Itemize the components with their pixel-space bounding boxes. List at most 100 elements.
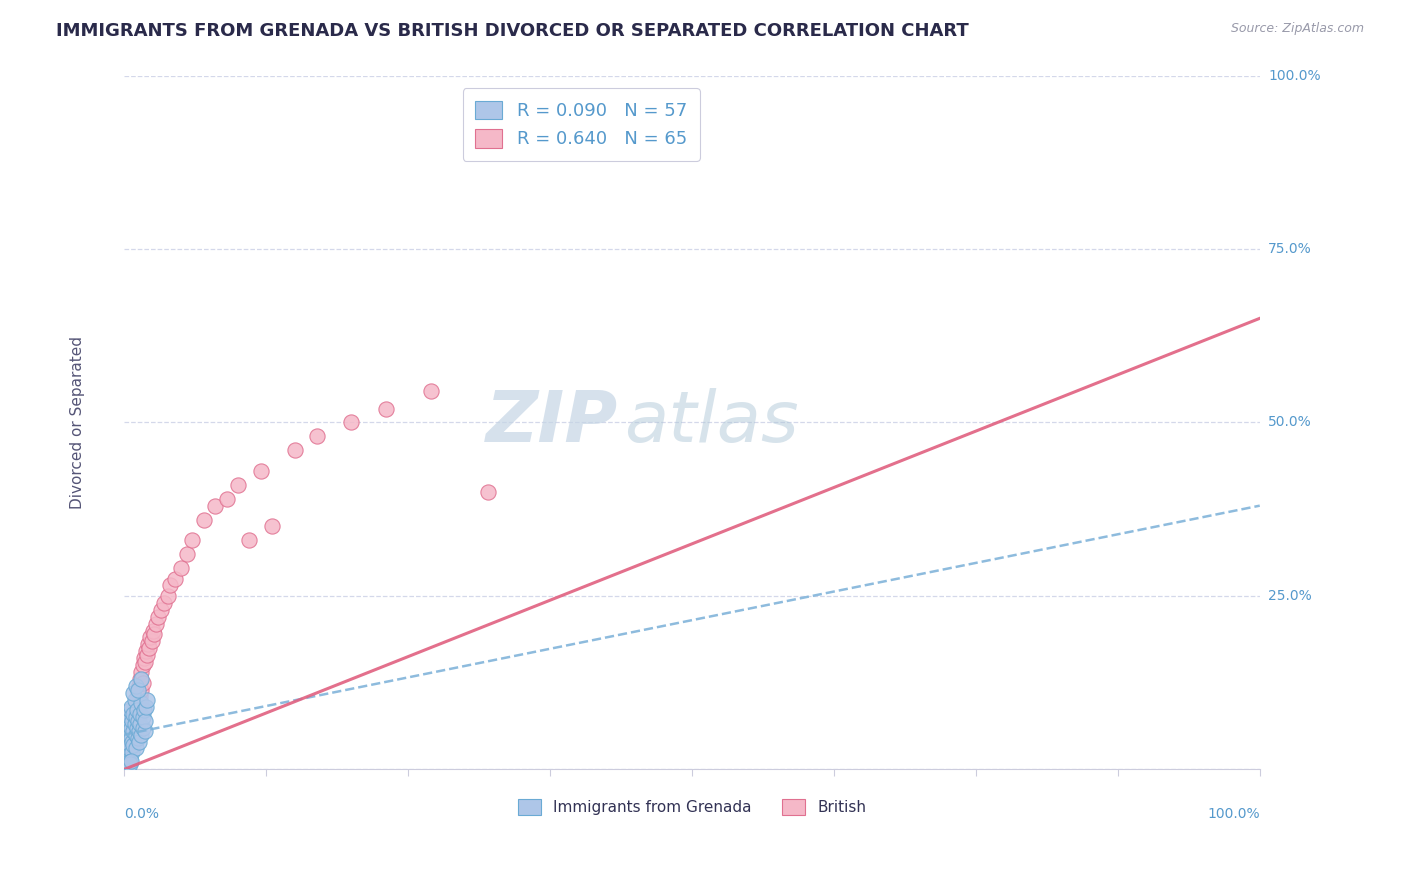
Point (131, 710, 153, 724)
Point (134, 714, 156, 728)
Point (117, 745, 139, 759)
Point (156, 589, 179, 603)
Point (115, 741, 138, 756)
Point (124, 710, 146, 724)
Point (118, 756, 141, 770)
Text: 50.0%: 50.0% (1268, 416, 1312, 429)
Text: 100.0%: 100.0% (1268, 69, 1320, 83)
Point (114, 734, 136, 748)
Point (132, 651, 155, 665)
Point (204, 499, 226, 513)
Point (139, 631, 162, 645)
Point (122, 734, 145, 748)
Point (127, 682, 149, 697)
Point (118, 721, 141, 735)
Point (118, 757, 141, 772)
Point (117, 706, 139, 721)
Point (193, 512, 215, 526)
Point (115, 721, 138, 735)
Point (134, 724, 156, 739)
Point (125, 741, 148, 756)
Point (115, 756, 138, 771)
Point (374, 401, 396, 416)
Point (136, 648, 159, 662)
Point (115, 752, 138, 766)
Point (114, 759, 136, 773)
Point (145, 616, 167, 631)
Point (118, 710, 141, 724)
Point (124, 699, 146, 714)
Point (120, 699, 142, 714)
Point (117, 745, 139, 759)
Text: Divorced or Separated: Divorced or Separated (70, 336, 84, 509)
Point (122, 706, 145, 721)
Point (118, 752, 141, 766)
Text: IMMIGRANTS FROM GRENADA VS BRITISH DIVORCED OR SEPARATED CORRELATION CHART: IMMIGRANTS FROM GRENADA VS BRITISH DIVOR… (56, 22, 969, 40)
Point (120, 714, 142, 728)
Point (125, 703, 148, 717)
Point (124, 693, 146, 707)
Point (131, 675, 153, 690)
Point (131, 721, 153, 735)
Point (125, 721, 148, 735)
Point (249, 464, 271, 478)
Text: 100.0%: 100.0% (1208, 807, 1260, 822)
Point (125, 721, 148, 735)
Point (340, 416, 363, 430)
Point (170, 561, 193, 575)
Point (115, 741, 138, 756)
Point (215, 491, 238, 506)
Point (149, 603, 172, 617)
Point (121, 734, 143, 748)
Point (125, 710, 148, 724)
Text: ZIP: ZIP (486, 388, 619, 457)
Point (131, 658, 153, 673)
Point (129, 717, 152, 731)
Point (127, 731, 149, 745)
Point (125, 710, 148, 724)
Text: 0.0%: 0.0% (124, 807, 159, 822)
Point (118, 745, 141, 759)
Point (135, 644, 157, 658)
Point (117, 724, 139, 739)
Point (131, 672, 153, 686)
Point (128, 734, 150, 748)
Point (128, 724, 150, 739)
Point (132, 703, 155, 717)
Point (118, 703, 141, 717)
Point (122, 717, 145, 731)
Point (121, 728, 143, 742)
Point (131, 665, 153, 680)
Point (118, 731, 141, 745)
Point (125, 693, 148, 707)
Point (307, 429, 329, 443)
Text: 75.0%: 75.0% (1268, 242, 1312, 256)
Point (134, 655, 156, 669)
Point (129, 672, 152, 686)
Text: Source: ZipAtlas.com: Source: ZipAtlas.com (1230, 22, 1364, 36)
Point (114, 748, 136, 763)
Point (118, 717, 141, 731)
Point (142, 624, 165, 638)
Point (122, 738, 145, 752)
Point (141, 634, 163, 648)
Point (136, 637, 159, 651)
Point (115, 714, 138, 728)
Point (120, 721, 142, 735)
Point (125, 679, 148, 693)
Point (165, 572, 187, 586)
Point (129, 690, 152, 704)
Point (121, 714, 143, 728)
Point (135, 699, 157, 714)
Point (226, 478, 249, 492)
Point (176, 547, 198, 561)
Point (128, 679, 150, 693)
Point (477, 484, 499, 499)
Point (131, 728, 153, 742)
Point (238, 533, 260, 548)
Point (120, 754, 142, 768)
Point (125, 728, 148, 742)
Point (127, 714, 149, 728)
Point (148, 609, 170, 624)
Point (121, 706, 143, 721)
